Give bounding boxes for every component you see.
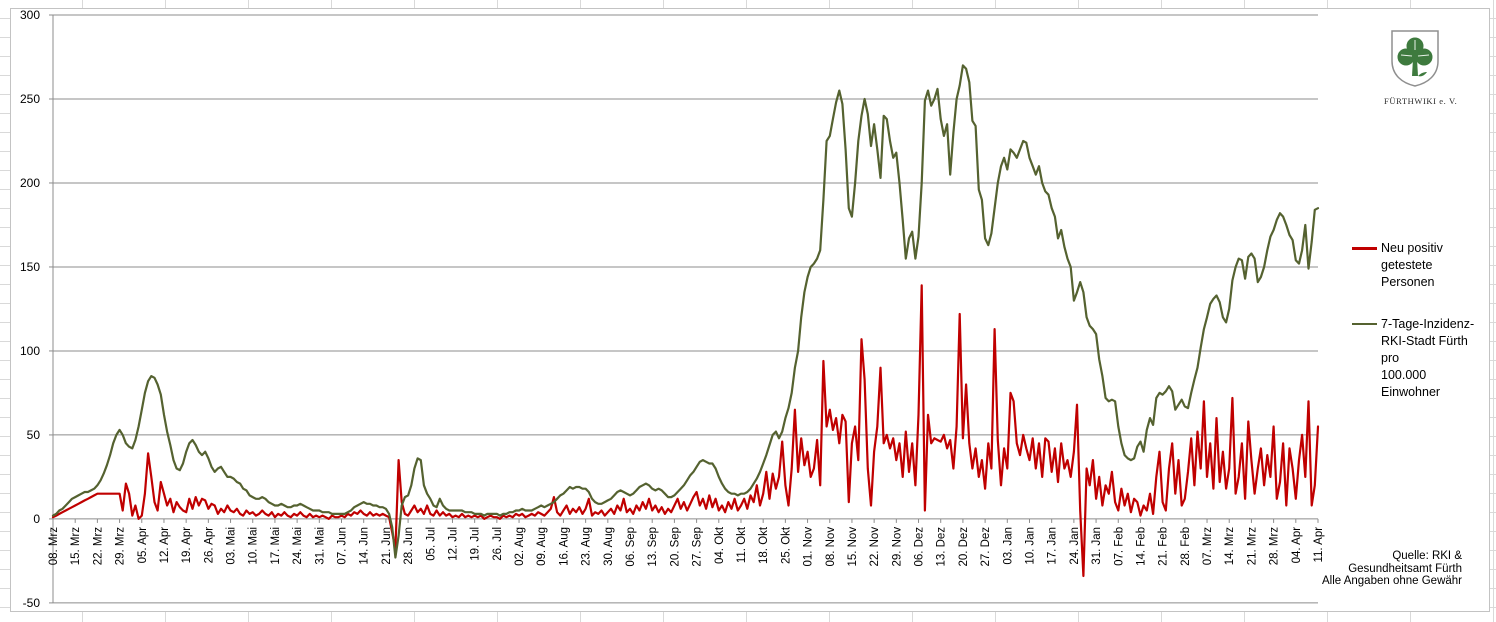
x-axis-label: 08. Nov: [825, 527, 837, 567]
legend-label-line: getestete Personen: [1381, 258, 1435, 289]
x-axis-label: 21. Jun: [381, 527, 393, 565]
x-axis-label: 18. Okt: [758, 526, 770, 564]
y-axis-label: 100: [20, 344, 40, 358]
x-axis-label: 07. Jun: [337, 527, 349, 565]
x-axis-label: 08. Mrz: [48, 527, 60, 566]
x-axis-label: 10. Jan: [1024, 527, 1036, 565]
x-axis-label: 14. Mrz: [1224, 527, 1236, 566]
legend-label-line: Neu positiv: [1381, 241, 1443, 255]
source-note-line: Gesundheitsamt Fürth: [1348, 562, 1462, 575]
x-axis-label: 28. Mrz: [1269, 527, 1281, 566]
x-axis-label: 31. Mai: [314, 527, 326, 565]
clover-shield-icon: [1391, 30, 1439, 87]
series-line-new-positives: [51, 284, 1320, 578]
x-axis-label: 21. Mrz: [1246, 527, 1258, 566]
x-axis-label: 11. Okt: [736, 526, 748, 563]
red-line-swatch: [1352, 247, 1377, 250]
x-axis-label: 04. Apr: [1291, 527, 1303, 564]
x-axis-label: 29. Nov: [891, 527, 903, 567]
x-axis-label: 24. Mai: [292, 527, 304, 565]
legend-item-new-positives[interactable]: Neu positiv getestete Personen: [1352, 240, 1484, 291]
x-axis-label: 19. Apr: [181, 527, 193, 564]
logo-caption: FÜRTHWIKI e. V.: [1384, 96, 1458, 106]
y-axis-label: 150: [20, 260, 40, 274]
x-axis-label: 24. Jan: [1069, 527, 1081, 565]
x-axis-label: 12. Jul: [447, 527, 459, 561]
x-axis-label: 23. Aug: [581, 527, 593, 566]
x-axis-label: 13. Dez: [936, 527, 948, 567]
x-axis-label: 14. Feb: [1135, 527, 1147, 566]
x-axis-label: 03. Jan: [1002, 527, 1014, 565]
x-axis-label: 12. Apr: [159, 527, 171, 564]
chart-legend: Neu positiv getestete Personen 7-Tage-In…: [1352, 240, 1484, 426]
y-axis-label: 0: [33, 512, 40, 526]
legend-label-line: 7-Tage-Inzidenz-: [1381, 317, 1475, 331]
x-axis-label: 30. Aug: [603, 527, 615, 566]
x-axis-label: 31. Jan: [1091, 527, 1103, 565]
x-axis-label: 05. Apr: [137, 527, 149, 564]
x-axis-label: 22. Nov: [869, 527, 881, 567]
x-axis-label: 29. Mrz: [115, 527, 127, 566]
source-note-line: Quelle: RKI &: [1392, 550, 1462, 562]
source-note: Quelle: RKI & Gesundheitsamt Fürth Alle …: [1300, 550, 1462, 588]
x-axis-label: 01. Nov: [803, 527, 815, 567]
x-axis-label: 21. Feb: [1158, 527, 1170, 566]
x-axis-label: 05. Jul: [425, 527, 437, 561]
x-axis-label: 28. Jun: [403, 527, 415, 565]
x-axis-label: 11. Apr: [1313, 527, 1325, 563]
x-axis-label: 07. Feb: [1113, 527, 1125, 566]
x-axis-label: 17. Jan: [1047, 527, 1059, 565]
x-axis-label: 25. Okt: [780, 526, 792, 564]
x-axis-label: 03. Mai: [226, 527, 238, 565]
legend-item-incidence[interactable]: 7-Tage-Inzidenz- RKI-Stadt Fürth pro 100…: [1352, 316, 1484, 401]
x-axis-label: 07. Mrz: [1202, 527, 1214, 566]
x-axis-label: 10. Mai: [248, 527, 260, 565]
x-axis-label: 28. Feb: [1180, 527, 1192, 566]
y-axis-label: 300: [20, 8, 40, 22]
y-axis-label: 200: [20, 176, 40, 190]
x-axis-label: 09. Aug: [536, 527, 548, 566]
x-axis-label: 26. Apr: [203, 527, 215, 564]
y-axis-label: 50: [27, 428, 41, 442]
fuerthwiki-logo: FÜRTHWIKI e. V.: [1384, 30, 1458, 106]
green-line-swatch: [1352, 323, 1377, 325]
series-line-incidence: [51, 64, 1320, 559]
x-axis-label: 15. Nov: [847, 527, 859, 567]
x-axis-label: 06. Dez: [914, 527, 926, 567]
legend-label-line: RKI-Stadt Fürth pro: [1381, 334, 1468, 365]
x-axis-label: 14. Jun: [359, 527, 371, 565]
x-axis-label: 20. Sep: [669, 527, 681, 567]
x-axis-label: 06. Sep: [625, 527, 637, 567]
x-axis-label: 27. Dez: [980, 527, 992, 567]
x-axis-label: 13. Sep: [647, 527, 659, 567]
x-axis-label: 20. Dez: [958, 527, 970, 567]
x-axis-label: 17. Mai: [270, 527, 282, 565]
x-axis-label: 02. Aug: [514, 527, 526, 566]
x-axis-label: 16. Aug: [558, 527, 570, 566]
source-note-line: Alle Angaben ohne Gewähr: [1321, 575, 1462, 587]
x-axis-label: 22. Mrz: [92, 527, 104, 566]
chart-object[interactable]: [10, 8, 1490, 612]
x-axis-label: 04. Okt: [714, 526, 726, 564]
x-axis-label: 15. Mrz: [70, 527, 82, 566]
x-axis-label: 19. Jul: [470, 527, 482, 561]
x-axis-label: 27. Sep: [692, 527, 704, 567]
y-axis-label: -50: [23, 596, 41, 610]
x-axis-label: 26. Jul: [492, 527, 504, 561]
y-axis-label: 250: [20, 92, 40, 106]
legend-label-line: 100.000 Einwohner: [1381, 368, 1441, 399]
